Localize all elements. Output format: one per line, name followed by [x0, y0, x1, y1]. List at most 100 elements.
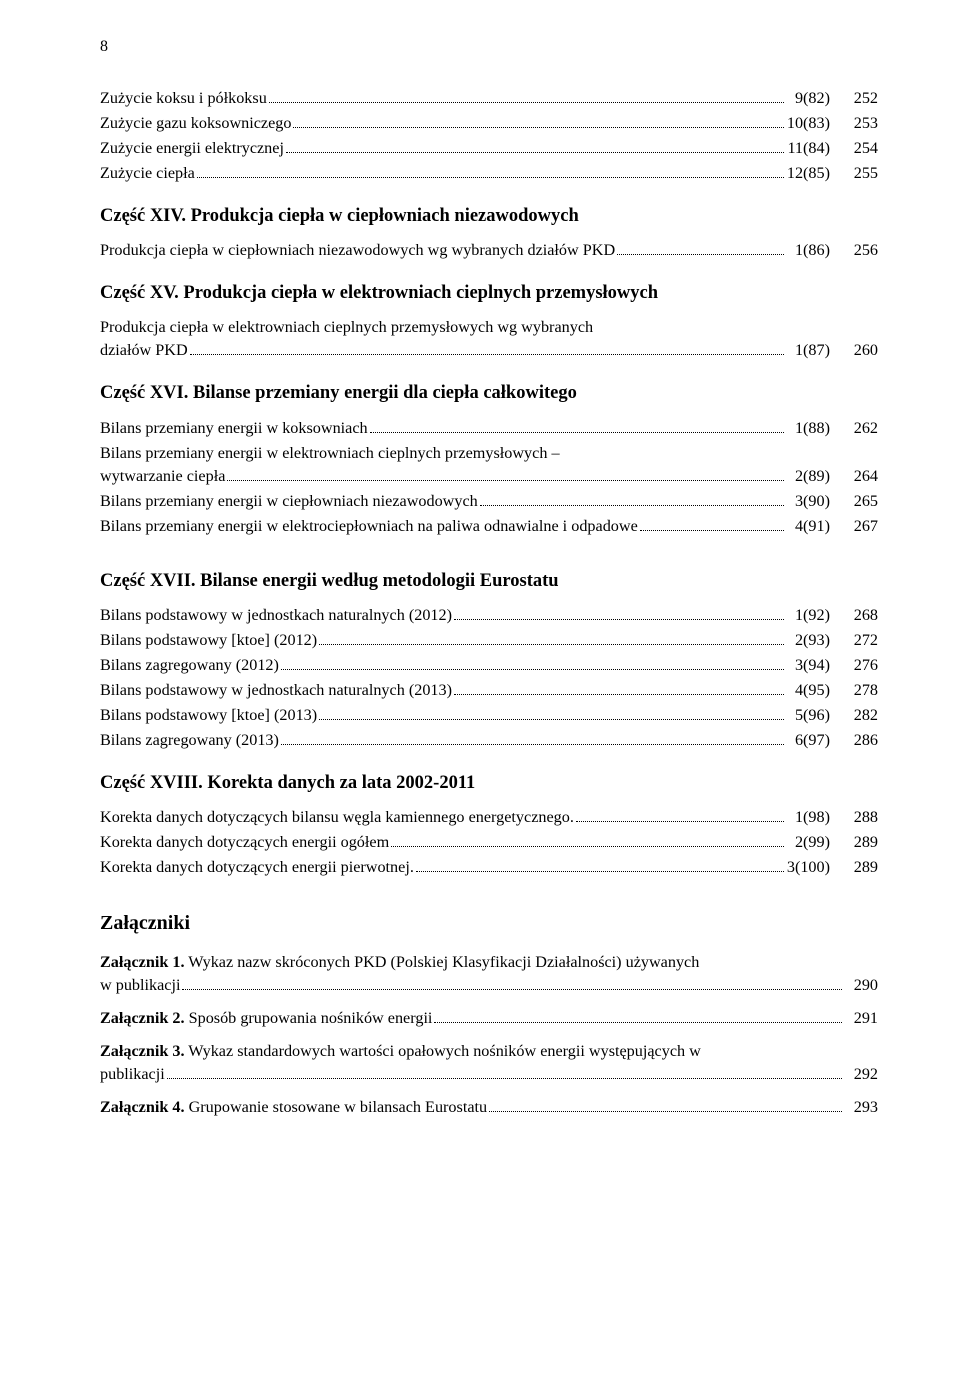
- toc-leader-dots: [227, 480, 784, 481]
- toc-leader-dots: [319, 644, 784, 645]
- toc-entry: Korekta danych dotyczących bilansu węgla…: [100, 806, 878, 829]
- toc-leader-dots: [293, 127, 784, 128]
- toc-entry-label: Zużycie ciepła: [100, 162, 195, 185]
- toc-entry-page: 276: [844, 654, 878, 677]
- toc-entry-page: 264: [844, 465, 878, 488]
- attachment-label-run: Sposób grupowania nośników energii: [185, 1009, 433, 1027]
- toc-entry-label: Bilans podstawowy w jednostkach naturaln…: [100, 604, 452, 627]
- toc-entry-ref: 3(90): [786, 490, 844, 513]
- toc-entry-ref: 6(97): [786, 729, 844, 752]
- toc-entry-label: Bilans przemiany energii w elektrociepło…: [100, 515, 638, 538]
- toc-entry: Korekta danych dotyczących energii pierw…: [100, 856, 878, 879]
- toc-entry-label: Bilans przemiany energii w koksowniach: [100, 417, 368, 440]
- toc-entry-page: 282: [844, 704, 878, 727]
- toc-leader-dots: [286, 152, 784, 153]
- toc-leader-dots: [182, 989, 842, 990]
- toc-entry-ref: 5(96): [786, 704, 844, 727]
- toc-entry-page: 252: [844, 87, 878, 110]
- attachment-entry: Załącznik 2. Sposób grupowania nośników …: [100, 1007, 878, 1030]
- toc-leader-dots: [197, 177, 784, 178]
- toc-entry: Bilans podstawowy [ktoe] (2013) 5(96) 28…: [100, 704, 878, 727]
- toc-entry: Zużycie energii elektrycznej 11(84) 254: [100, 137, 878, 160]
- toc-leader-dots: [319, 719, 784, 720]
- toc-leader-dots: [281, 669, 784, 670]
- toc-leader-dots: [480, 505, 784, 506]
- attachment-entry-page: 291: [844, 1007, 878, 1030]
- attachments-heading: Załączniki: [100, 909, 878, 937]
- toc-entry-label: Bilans zagregowany (2012): [100, 654, 279, 677]
- toc-leader-dots: [391, 846, 784, 847]
- attachment-label-run: Wykaz standardowych wartości opałowych n…: [185, 1042, 701, 1060]
- toc-leader-dots: [454, 694, 784, 695]
- toc-entry: Bilans podstawowy w jednostkach naturaln…: [100, 604, 878, 627]
- toc-entry-page: 289: [844, 831, 878, 854]
- toc-entry-label: Zużycie gazu koksowniczego: [100, 112, 291, 135]
- attachment-entry-line2: publikacji 292: [100, 1063, 878, 1086]
- toc-entry: Korekta danych dotyczących energii ogółe…: [100, 831, 878, 854]
- toc-entry: Bilans podstawowy [ktoe] (2012) 2(93) 27…: [100, 629, 878, 652]
- attachment-label-bold: Załącznik 1.: [100, 953, 185, 971]
- toc-leader-dots: [416, 871, 784, 872]
- toc-entry-ref: 1(87): [786, 339, 844, 362]
- toc-entry-line1: Produkcja ciepła w elektrowniach cieplny…: [100, 316, 878, 339]
- toc-entry: wytwarzanie ciepła 2(89) 264: [100, 465, 878, 488]
- attachment-entry-label: Załącznik 4. Grupowanie stosowane w bila…: [100, 1096, 487, 1119]
- toc-entry-label: Bilans podstawowy w jednostkach naturaln…: [100, 679, 452, 702]
- toc-entry-ref: 4(95): [786, 679, 844, 702]
- attachment-entry: Załącznik 3. Wykaz standardowych wartośc…: [100, 1040, 878, 1063]
- toc-entry-ref: 3(100): [786, 856, 844, 879]
- toc-entry-ref: 3(94): [786, 654, 844, 677]
- toc-leader-dots: [167, 1078, 842, 1079]
- toc-entry-ref: 1(92): [786, 604, 844, 627]
- attachment-label-bold: Załącznik 2.: [100, 1009, 185, 1027]
- toc-entry: Zużycie ciepła 12(85) 255: [100, 162, 878, 185]
- section-heading-xiv: Część XIV. Produkcja ciepła w ciepłownia…: [100, 203, 878, 229]
- toc-entry-label: Produkcja ciepła w ciepłowniach niezawod…: [100, 239, 615, 262]
- toc-entry-ref: 2(99): [786, 831, 844, 854]
- toc-entry-label: działów PKD: [100, 339, 188, 362]
- toc-entry-ref: 9(82): [786, 87, 844, 110]
- toc-leader-dots: [281, 744, 784, 745]
- toc-entry-page: 272: [844, 629, 878, 652]
- toc-entry: Bilans przemiany energii w ciepłowniach …: [100, 490, 878, 513]
- toc-entry-label: wytwarzanie ciepła: [100, 465, 225, 488]
- toc-entry-ref: 1(86): [786, 239, 844, 262]
- section-heading-xviii: Część XVIII. Korekta danych za lata 2002…: [100, 770, 878, 796]
- toc-entry-label: Korekta danych dotyczących energii ogółe…: [100, 831, 389, 854]
- toc-entry-label: Zużycie energii elektrycznej: [100, 137, 284, 160]
- toc-entry-ref: 4(91): [786, 515, 844, 538]
- toc-entry: Bilans zagregowany (2012) 3(94) 276: [100, 654, 878, 677]
- toc-entry-label: Korekta danych dotyczących energii pierw…: [100, 856, 414, 879]
- toc-entry-label: Bilans podstawowy [ktoe] (2012): [100, 629, 317, 652]
- toc-entry-ref: 2(93): [786, 629, 844, 652]
- attachment-label-bold: Załącznik 3.: [100, 1042, 185, 1060]
- toc-entry-page: 278: [844, 679, 878, 702]
- toc-leader-dots: [617, 254, 784, 255]
- toc-entry-page: 268: [844, 604, 878, 627]
- toc-entry-ref: 2(89): [786, 465, 844, 488]
- toc-entry-page: 286: [844, 729, 878, 752]
- toc-entry: Zużycie koksu i półkoksu 9(82) 252: [100, 87, 878, 110]
- toc-entry: Bilans zagregowany (2013) 6(97) 286: [100, 729, 878, 752]
- toc-entry-line1: Bilans przemiany energii w elektrowniach…: [100, 442, 878, 465]
- toc-entry-page: 265: [844, 490, 878, 513]
- toc-entry-page: 256: [844, 239, 878, 262]
- toc-entry-ref: 1(98): [786, 806, 844, 829]
- toc-entry-page: 288: [844, 806, 878, 829]
- toc-entry-page: 254: [844, 137, 878, 160]
- toc-entry-page: 253: [844, 112, 878, 135]
- toc-entry-label: Bilans zagregowany (2013): [100, 729, 279, 752]
- toc-leader-dots: [640, 530, 784, 531]
- toc-leader-dots: [454, 619, 784, 620]
- page-number: 8: [100, 36, 878, 59]
- toc-entry-ref: 11(84): [786, 137, 844, 160]
- toc-entry: Bilans podstawowy w jednostkach naturaln…: [100, 679, 878, 702]
- toc-leader-dots: [576, 821, 784, 822]
- toc-entry-label: Bilans podstawowy [ktoe] (2013): [100, 704, 317, 727]
- toc-entry-label: Korekta danych dotyczących bilansu węgla…: [100, 806, 574, 829]
- attachment-entry-page: 292: [844, 1063, 878, 1086]
- toc-entry-page: 262: [844, 417, 878, 440]
- toc-entry-page: 289: [844, 856, 878, 879]
- toc-entry-page: 260: [844, 339, 878, 362]
- toc-entry-label: Zużycie koksu i półkoksu: [100, 87, 267, 110]
